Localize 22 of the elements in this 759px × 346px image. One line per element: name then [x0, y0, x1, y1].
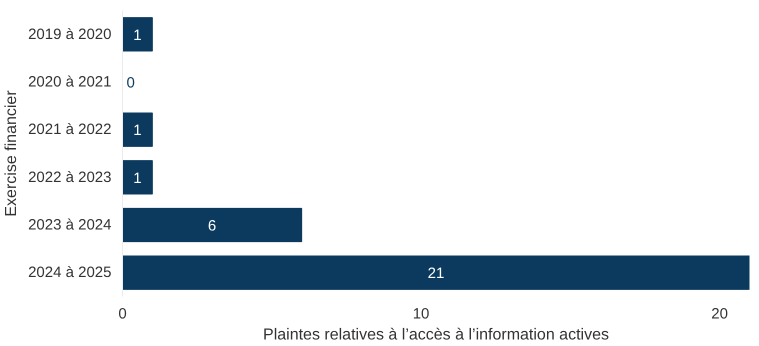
x-tick-label: 10	[412, 306, 430, 322]
data-label: 6	[208, 218, 216, 234]
data-label: 1	[133, 170, 142, 187]
y-tick-label: 2023 à 2024	[28, 216, 112, 234]
bar	[122, 208, 302, 242]
x-tick-label: 0	[118, 306, 127, 322]
bar	[122, 17, 153, 52]
x-axis-title: Plaintes relatives à l’accès à l’information actives	[263, 326, 609, 344]
data-label: 1	[133, 122, 142, 140]
y-tick-label: 2024 à 2025	[28, 264, 112, 282]
data-label: 1	[133, 26, 142, 44]
y-tick-label: 2022 à 2023	[28, 168, 112, 186]
bar	[122, 160, 153, 195]
data-label: 0	[126, 74, 135, 92]
x-tick-label: 20	[711, 306, 728, 322]
data-label: 21	[428, 265, 444, 282]
y-tick-label: 2019 à 2020	[28, 26, 112, 43]
bar	[122, 255, 750, 290]
y-axis-title: Exercise financier	[3, 90, 20, 217]
bar	[122, 112, 153, 147]
y-tick-label: 2021 à 2022	[28, 121, 112, 138]
y-tick-label: 2020 à 2021	[28, 74, 112, 90]
